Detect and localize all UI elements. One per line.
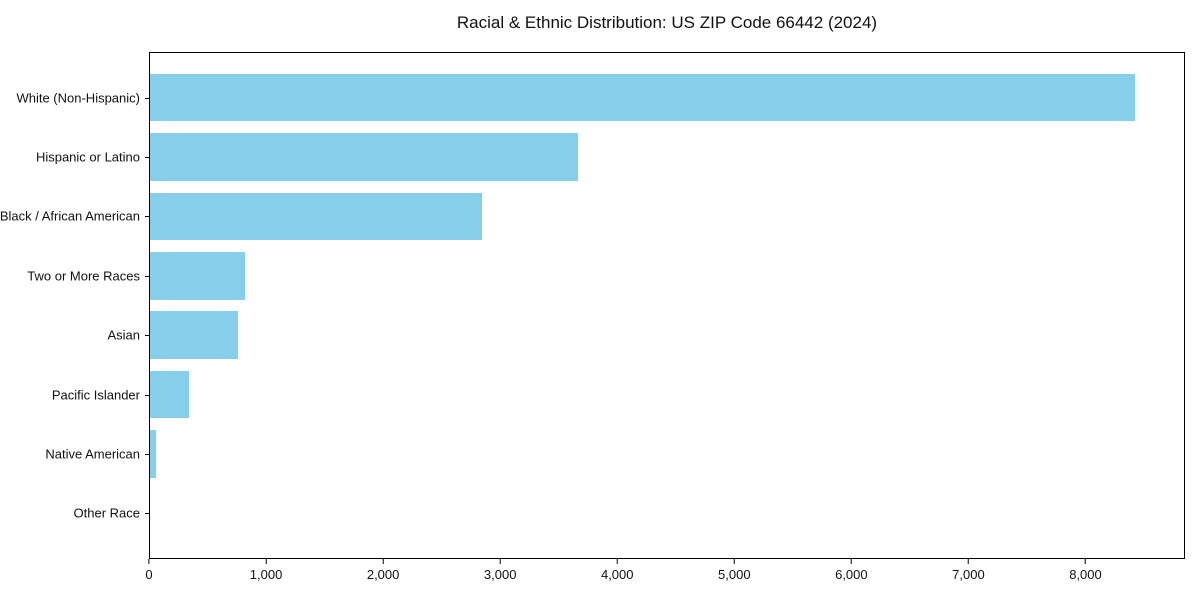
x-tick: 7,000 bbox=[952, 559, 985, 582]
x-tick: 3,000 bbox=[483, 559, 517, 582]
x-tick-mark bbox=[1084, 559, 1086, 564]
y-tick-mark bbox=[145, 394, 150, 396]
x-tick-label: 7,000 bbox=[952, 567, 985, 582]
x-tick: 1,000 bbox=[249, 559, 283, 582]
x-tick-mark bbox=[733, 559, 735, 564]
y-tick-label: Other Race bbox=[73, 505, 140, 521]
x-tick-label: 3,000 bbox=[483, 567, 517, 582]
bar-pacific-islander bbox=[150, 370, 190, 419]
y-tick-mark bbox=[145, 513, 150, 515]
y-tick-mark bbox=[145, 275, 150, 277]
y-tick-label: Asian bbox=[107, 327, 140, 343]
x-tick-label: 1,000 bbox=[249, 567, 283, 582]
bar-row: Pacific Islander bbox=[52, 365, 1184, 424]
x-tick: 6,000 bbox=[835, 559, 868, 582]
bar-row: Other Race bbox=[74, 484, 1184, 543]
x-tick: 2,000 bbox=[366, 559, 400, 582]
plot-area: White (Non-Hispanic) Hispanic or Latino Bl… bbox=[0, 52, 1185, 559]
bar-row: White (Non-Hispanic) bbox=[16, 68, 1184, 127]
x-tick: 8,000 bbox=[1069, 559, 1102, 582]
bar-row: Black / African American bbox=[0, 187, 1184, 246]
bar-row: Asian bbox=[107, 306, 1184, 365]
y-tick-label: Hispanic or Latino bbox=[35, 149, 140, 165]
bar-row: Hispanic or Latino bbox=[36, 127, 1184, 186]
x-tick: 0 bbox=[145, 559, 153, 582]
x-tick-label: 8,000 bbox=[1069, 567, 1102, 582]
bar-row: Two or More Races bbox=[27, 246, 1184, 305]
x-axis: 0 1,000 2,000 3,000 4,000 5,000 6,000 7,000 8,00… bbox=[145, 559, 1185, 589]
y-tick-label: Pacific Islander bbox=[51, 387, 140, 403]
y-tick-label: Native American bbox=[45, 446, 140, 462]
bar-rows-container: White (Non-Hispanic) Hispanic or Latino Bl… bbox=[0, 53, 1184, 558]
y-tick-mark bbox=[145, 97, 150, 99]
x-tick-label: 0 bbox=[145, 567, 153, 582]
x-tick-label: 6,000 bbox=[835, 567, 868, 582]
bar-asian bbox=[150, 311, 238, 359]
bar-row: Native American bbox=[45, 424, 1184, 483]
chart-title: Racial & Ethnic Distribution: US ZIP Cod… bbox=[456, 13, 878, 32]
bar-two-or-more-races bbox=[150, 252, 246, 300]
y-tick-mark bbox=[145, 157, 150, 159]
bar-hispanic-or-latino bbox=[150, 133, 578, 181]
bar-white-non-hispanic bbox=[150, 73, 1135, 122]
y-tick-label: White (Non-Hispanic) bbox=[16, 90, 140, 106]
x-tick-label: 5,000 bbox=[718, 567, 751, 582]
x-tick: 5,000 bbox=[718, 559, 751, 582]
x-tick-label: 4,000 bbox=[600, 567, 634, 582]
y-tick-label: Black / African American bbox=[0, 208, 140, 224]
x-tick: 4,000 bbox=[601, 559, 634, 582]
x-tick-mark bbox=[148, 559, 150, 564]
y-tick-mark bbox=[145, 335, 150, 337]
y-tick-label: Two or More Races bbox=[27, 268, 140, 284]
x-tick-mark bbox=[616, 559, 618, 564]
bar-black-african-american bbox=[150, 192, 482, 241]
x-tick-mark bbox=[499, 559, 501, 564]
x-tick-mark bbox=[265, 559, 267, 564]
x-tick-label: 2,000 bbox=[366, 567, 400, 582]
x-tick-mark bbox=[967, 559, 969, 564]
bar-native-american bbox=[150, 430, 157, 478]
y-tick-mark bbox=[145, 216, 150, 218]
x-tick-mark bbox=[850, 559, 852, 564]
x-tick-mark bbox=[382, 559, 384, 564]
y-tick-mark bbox=[145, 453, 150, 455]
